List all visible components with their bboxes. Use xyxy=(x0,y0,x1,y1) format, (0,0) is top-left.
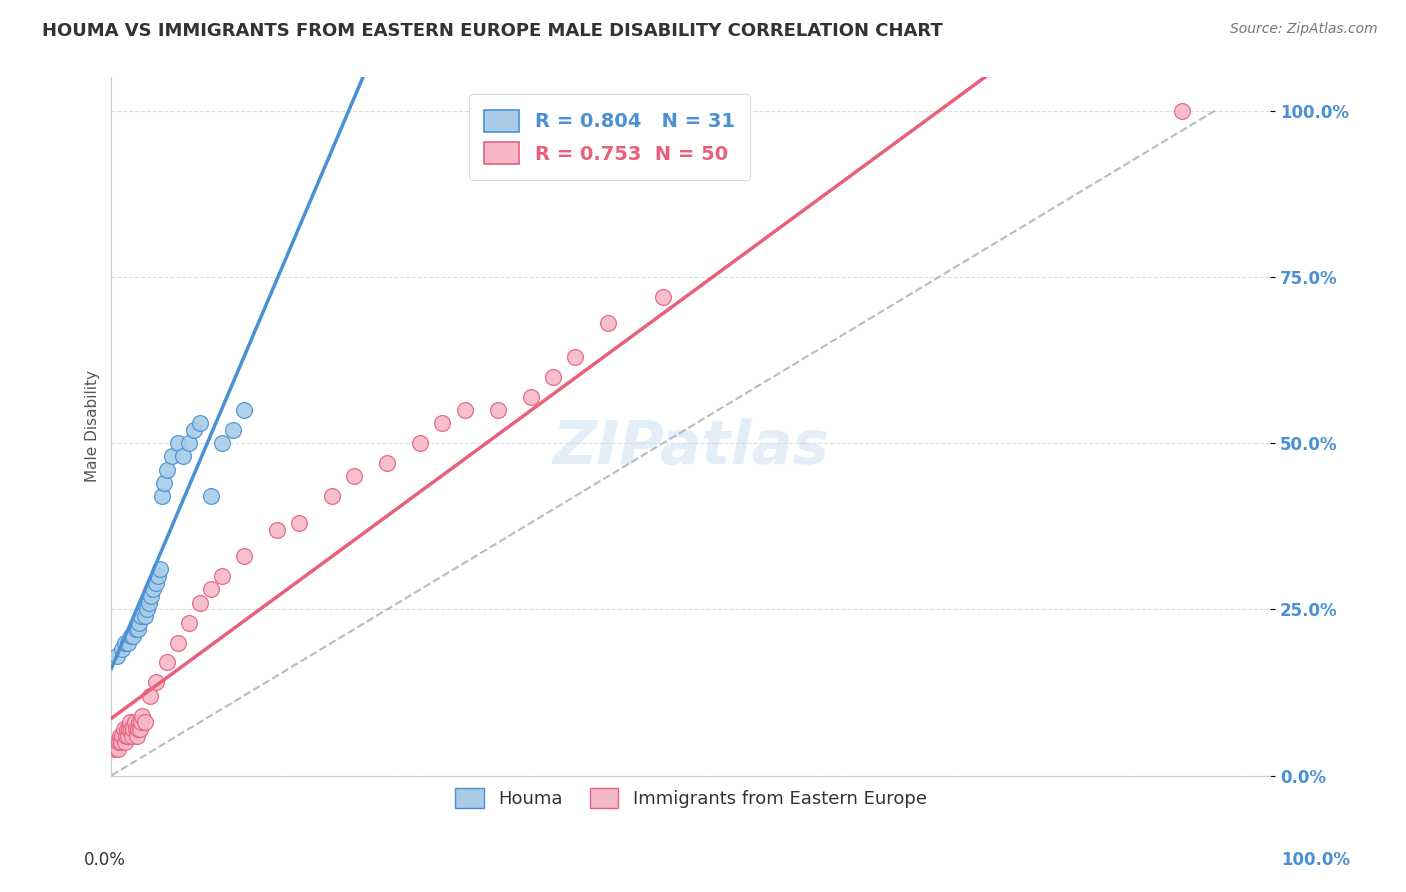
Point xyxy=(112,722,135,736)
Point xyxy=(110,729,132,743)
Point xyxy=(125,729,148,743)
Text: ZIPatlas: ZIPatlas xyxy=(553,418,830,477)
Point xyxy=(343,469,366,483)
Point xyxy=(160,450,183,464)
Point xyxy=(125,722,148,736)
Point xyxy=(177,615,200,630)
Point xyxy=(120,715,142,730)
Point xyxy=(486,402,509,417)
Point xyxy=(117,729,139,743)
Point xyxy=(122,629,145,643)
Point xyxy=(153,475,176,490)
Point xyxy=(128,715,150,730)
Point xyxy=(409,436,432,450)
Point xyxy=(104,742,127,756)
Point xyxy=(128,615,150,630)
Point xyxy=(1171,103,1194,118)
Point xyxy=(120,629,142,643)
Point xyxy=(111,642,134,657)
Point xyxy=(432,416,454,430)
Point xyxy=(166,436,188,450)
Point xyxy=(155,463,177,477)
Point xyxy=(172,450,194,464)
Text: 100.0%: 100.0% xyxy=(1281,851,1350,869)
Text: Source: ZipAtlas.com: Source: ZipAtlas.com xyxy=(1230,22,1378,37)
Point xyxy=(453,402,475,417)
Point xyxy=(114,729,136,743)
Point xyxy=(188,416,211,430)
Point xyxy=(166,635,188,649)
Point xyxy=(138,596,160,610)
Point xyxy=(145,575,167,590)
Point xyxy=(122,722,145,736)
Point xyxy=(541,369,564,384)
Point xyxy=(105,735,128,749)
Point xyxy=(111,729,134,743)
Point xyxy=(107,742,129,756)
Point xyxy=(519,390,541,404)
Y-axis label: Male Disability: Male Disability xyxy=(86,370,100,483)
Point xyxy=(131,708,153,723)
Point xyxy=(120,722,142,736)
Point xyxy=(266,523,288,537)
Point xyxy=(134,715,156,730)
Point xyxy=(177,436,200,450)
Text: 0.0%: 0.0% xyxy=(84,851,127,869)
Point xyxy=(232,402,254,417)
Point xyxy=(155,656,177,670)
Legend: Houma, Immigrants from Eastern Europe: Houma, Immigrants from Eastern Europe xyxy=(447,781,934,815)
Point xyxy=(129,609,152,624)
Point xyxy=(114,735,136,749)
Point xyxy=(129,722,152,736)
Point xyxy=(125,622,148,636)
Point xyxy=(149,562,172,576)
Point xyxy=(105,648,128,663)
Point xyxy=(145,675,167,690)
Point xyxy=(200,582,222,597)
Point xyxy=(375,456,398,470)
Point xyxy=(139,589,162,603)
Point xyxy=(139,689,162,703)
Point xyxy=(135,602,157,616)
Point xyxy=(127,622,149,636)
Point xyxy=(118,722,141,736)
Point xyxy=(211,569,233,583)
Point xyxy=(121,729,143,743)
Point xyxy=(188,596,211,610)
Point xyxy=(232,549,254,563)
Point xyxy=(150,489,173,503)
Point xyxy=(115,722,138,736)
Point xyxy=(142,582,165,597)
Point xyxy=(211,436,233,450)
Point xyxy=(200,489,222,503)
Text: HOUMA VS IMMIGRANTS FROM EASTERN EUROPE MALE DISABILITY CORRELATION CHART: HOUMA VS IMMIGRANTS FROM EASTERN EUROPE … xyxy=(42,22,943,40)
Point xyxy=(288,516,311,530)
Point xyxy=(134,609,156,624)
Point xyxy=(110,735,132,749)
Point xyxy=(117,635,139,649)
Point xyxy=(124,715,146,730)
Point xyxy=(114,635,136,649)
Point xyxy=(596,317,619,331)
Point xyxy=(222,423,245,437)
Point xyxy=(564,350,586,364)
Point xyxy=(146,569,169,583)
Point xyxy=(127,722,149,736)
Point xyxy=(183,423,205,437)
Point xyxy=(652,290,675,304)
Point xyxy=(129,715,152,730)
Point xyxy=(321,489,343,503)
Point xyxy=(108,735,131,749)
